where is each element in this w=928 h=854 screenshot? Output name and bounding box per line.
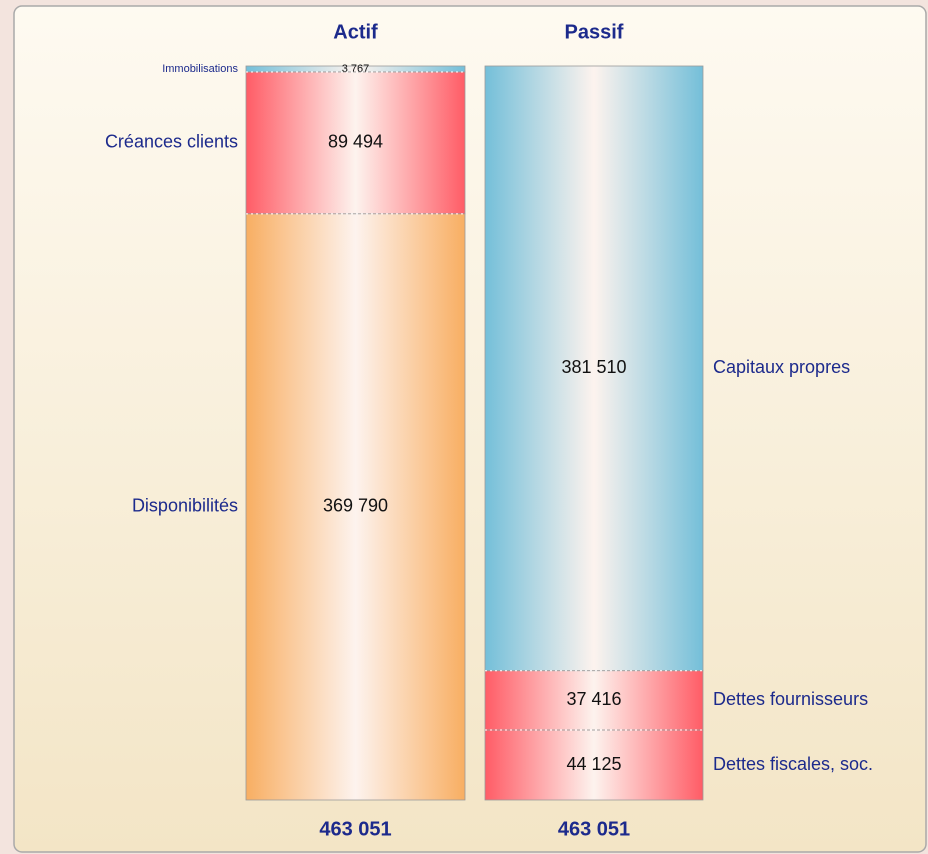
column-title: Passif — [565, 21, 624, 43]
segment — [245, 213, 466, 801]
value-label: 37 416 — [566, 689, 621, 709]
segment — [484, 729, 704, 801]
value-label: 89 494 — [328, 132, 383, 152]
segment-label: Dettes fournisseurs — [713, 689, 868, 709]
column-total: 463 051 — [558, 818, 630, 840]
value-label: 381 510 — [561, 357, 626, 377]
segment-label: Dettes fiscales, soc. — [713, 754, 873, 774]
segment — [484, 670, 704, 731]
segment-label: Disponibilités — [132, 496, 238, 516]
segment — [484, 65, 704, 672]
segment-label: Créances clients — [105, 132, 238, 152]
segment-label: Capitaux propres — [713, 357, 850, 377]
value-label: 44 125 — [566, 754, 621, 774]
column-total: 463 051 — [319, 818, 391, 840]
value-label: 369 790 — [323, 496, 388, 516]
segment-label: Immobilisations — [162, 63, 238, 75]
column-title: Actif — [333, 21, 378, 43]
segment — [245, 71, 466, 215]
